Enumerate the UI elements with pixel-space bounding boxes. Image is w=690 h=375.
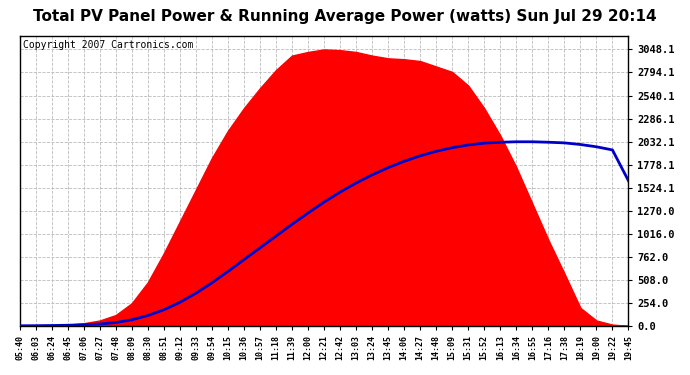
Text: Copyright 2007 Cartronics.com: Copyright 2007 Cartronics.com <box>23 40 193 50</box>
Text: Total PV Panel Power & Running Average Power (watts) Sun Jul 29 20:14: Total PV Panel Power & Running Average P… <box>33 9 657 24</box>
